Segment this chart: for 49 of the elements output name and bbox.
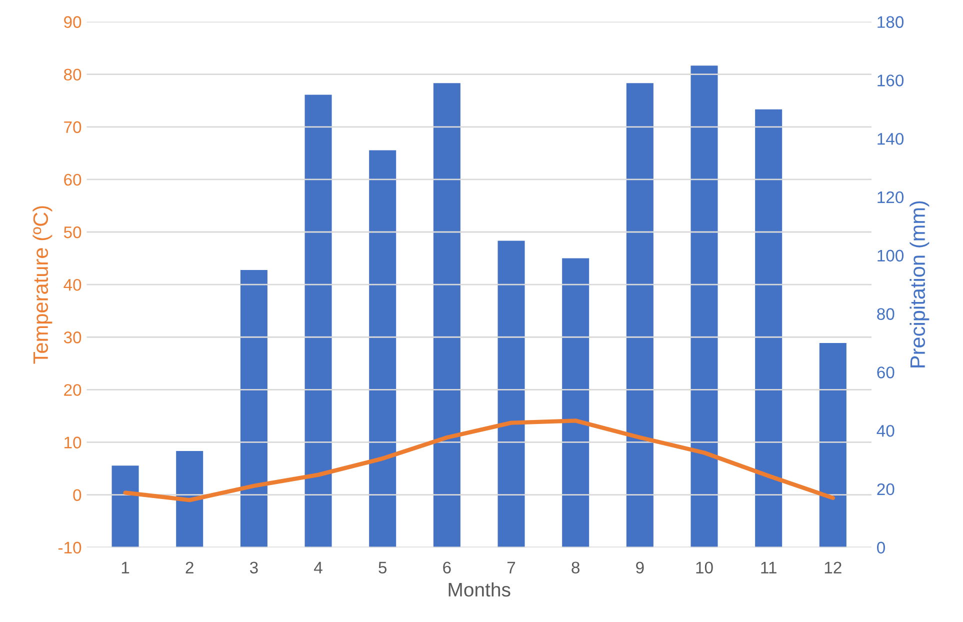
x-tick-label: 11 — [761, 562, 776, 574]
y-tick-label: 60 — [64, 174, 82, 186]
x-tick-label: 6 — [443, 562, 451, 574]
bar — [176, 451, 204, 548]
x-tick-label: 12 — [824, 562, 842, 574]
bar — [433, 83, 460, 548]
y2-tick-label: 180 — [878, 16, 904, 28]
y2-tick-label: 20 — [877, 483, 894, 496]
bar — [755, 109, 782, 548]
bar — [112, 466, 139, 548]
y-tick-label: 10 — [64, 436, 82, 448]
y-tick-label: 70 — [64, 121, 82, 134]
bar — [562, 258, 590, 548]
bar — [626, 83, 654, 548]
x-tick-label: 5 — [378, 562, 387, 574]
y2-tick-label: 60 — [877, 366, 894, 378]
y2-axis-title: Precipitation (mm) — [910, 201, 930, 368]
x-tick-label: 3 — [250, 562, 258, 574]
y2-tick-label: 80 — [877, 308, 894, 320]
x-tick-label: 1 — [122, 562, 130, 574]
y2-tick-label: 120 — [878, 191, 904, 204]
x-axis-title: Months — [448, 582, 510, 597]
bar — [304, 94, 332, 548]
x-tick-label: 4 — [314, 562, 322, 574]
y-tick-label: 50 — [64, 226, 82, 238]
bar — [498, 240, 525, 548]
y2-tick-label: 100 — [878, 250, 904, 262]
x-tick-label: 7 — [507, 562, 516, 574]
x-tick-label: 2 — [186, 562, 194, 574]
line-series — [123, 418, 835, 502]
y-tick-label: 30 — [64, 332, 82, 344]
bar — [369, 150, 396, 548]
bar — [240, 270, 268, 548]
y-tick-label: 80 — [64, 68, 82, 81]
y2-tick-label: 0 — [877, 542, 885, 554]
y-axis-title: Temperature (ºC) — [32, 206, 52, 364]
y2-tick-label: 160 — [878, 74, 904, 86]
bar — [819, 342, 846, 548]
x-tick-label: 9 — [636, 562, 644, 574]
x-tick-label: 10 — [696, 562, 713, 574]
y-tick-label: -10 — [58, 542, 82, 554]
y2-tick-label: 140 — [878, 132, 904, 145]
x-tick-label: 8 — [572, 562, 580, 574]
y-tick-label: 40 — [64, 278, 82, 291]
y-tick-label: 0 — [73, 489, 82, 502]
y-tick-label: 90 — [64, 16, 82, 28]
y-tick-label: 20 — [64, 384, 82, 396]
y2-tick-label: 40 — [876, 424, 894, 437]
bar — [690, 66, 718, 548]
